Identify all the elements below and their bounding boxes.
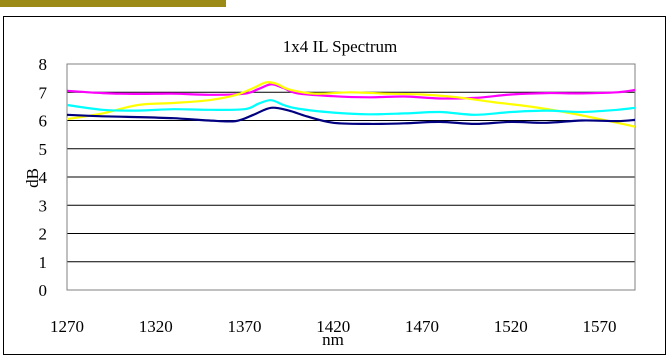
x-axis-label: nm xyxy=(322,330,344,349)
x-tick-labels: 1270 1320 1370 1420 1470 1520 1570 xyxy=(50,317,617,336)
chart-title: 1x4 IL Spectrum xyxy=(283,37,398,56)
series-line-2 xyxy=(66,81,636,128)
x-tick-label: 1370 xyxy=(228,317,262,336)
y-tick-labels: 0 1 2 3 4 5 6 7 8 xyxy=(39,55,48,300)
header-tab-strip xyxy=(0,0,226,7)
x-tick-label: 1270 xyxy=(50,317,84,336)
series-line-3 xyxy=(66,99,636,116)
y-tick-label: 2 xyxy=(39,225,48,244)
series-layer xyxy=(66,81,636,128)
y-tick-label: 3 xyxy=(39,196,48,215)
series-line-4 xyxy=(66,106,636,126)
plot-area xyxy=(66,63,636,291)
y-tick-label: 5 xyxy=(39,140,48,159)
y-tick-label: 7 xyxy=(39,83,48,102)
x-tick-label: 1320 xyxy=(139,317,173,336)
y-tick-label: 4 xyxy=(39,168,48,187)
x-tick-label: 1520 xyxy=(494,317,528,336)
y-tick-label: 1 xyxy=(39,253,48,272)
x-tick-label: 1470 xyxy=(405,317,439,336)
x-tick-label: 1420 xyxy=(316,317,350,336)
y-tick-label: 8 xyxy=(39,55,48,74)
y-tick-label: 6 xyxy=(39,112,48,131)
y-axis-label: dB xyxy=(23,168,42,188)
chart-frame xyxy=(3,16,666,355)
series-line-1 xyxy=(66,83,636,100)
y-tick-label: 0 xyxy=(39,281,48,300)
x-tick-label: 1570 xyxy=(583,317,617,336)
